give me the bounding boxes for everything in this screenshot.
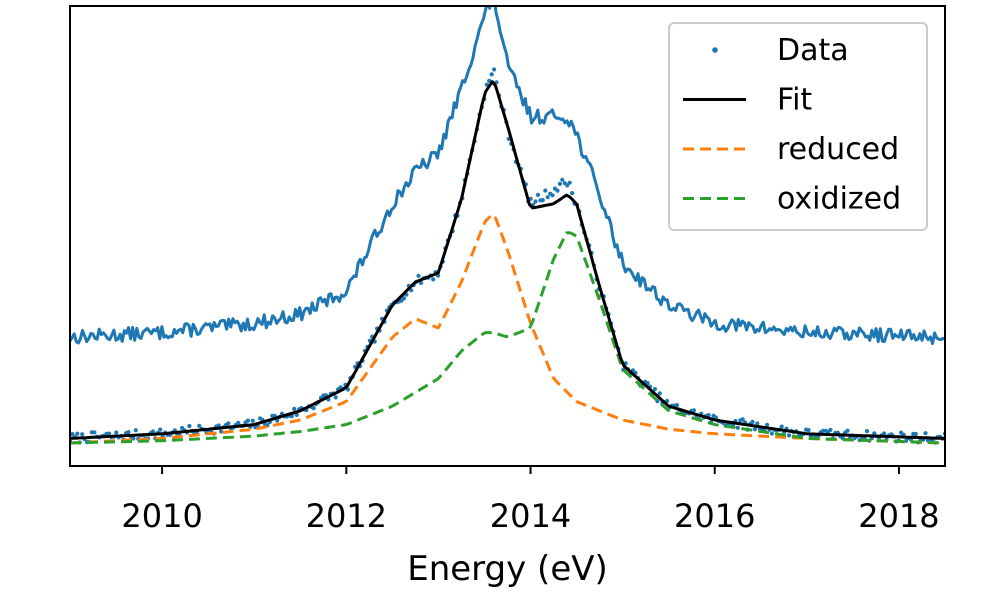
legend: Data Fit reduced oxidized bbox=[668, 22, 928, 231]
data-point bbox=[401, 296, 406, 301]
data-point bbox=[806, 428, 811, 433]
data-point bbox=[779, 424, 784, 429]
data-point bbox=[706, 413, 711, 418]
data-point bbox=[187, 423, 192, 429]
data-point bbox=[750, 419, 755, 424]
data-point bbox=[535, 192, 541, 197]
data-point bbox=[533, 199, 538, 204]
x-tick-label: 2012 bbox=[306, 497, 387, 535]
data-point bbox=[652, 387, 658, 392]
data-point bbox=[289, 414, 294, 419]
data-point bbox=[543, 188, 548, 193]
data-point bbox=[416, 273, 421, 278]
x-tick-label: 2016 bbox=[674, 497, 755, 535]
legend-frame bbox=[668, 22, 928, 231]
data-point bbox=[133, 428, 138, 433]
legend-dot-marker bbox=[712, 47, 718, 53]
x-tick-label: 2014 bbox=[490, 497, 571, 535]
data-point bbox=[755, 421, 760, 426]
plot-area bbox=[70, 6, 945, 445]
data-point bbox=[431, 277, 436, 282]
data-point bbox=[236, 420, 241, 425]
data-point bbox=[735, 425, 740, 430]
series-oxidized-line bbox=[70, 231, 945, 445]
data-point bbox=[845, 428, 850, 433]
data-point bbox=[740, 417, 745, 422]
data-point bbox=[292, 406, 297, 411]
data-point bbox=[114, 430, 119, 435]
data-point bbox=[219, 429, 224, 434]
x-axis-label: Energy (eV) bbox=[407, 549, 608, 589]
data-point bbox=[311, 406, 316, 411]
legend-item-reduced: reduced bbox=[683, 132, 899, 167]
data-point bbox=[540, 198, 545, 203]
legend-item-data: Data bbox=[712, 33, 849, 68]
x-axis: 2010 2012 2014 2016 2018 bbox=[121, 466, 940, 535]
data-point bbox=[557, 181, 563, 186]
data-point bbox=[250, 418, 255, 423]
data-point bbox=[872, 431, 877, 436]
series-fit-line bbox=[70, 80, 945, 440]
legend-label: Data bbox=[777, 33, 849, 68]
data-point bbox=[674, 403, 680, 408]
data-point bbox=[197, 423, 202, 428]
data-point bbox=[545, 195, 550, 200]
data-point bbox=[489, 72, 494, 77]
data-point bbox=[657, 391, 662, 396]
data-point bbox=[567, 180, 572, 185]
data-point bbox=[216, 423, 221, 428]
legend-item-oxidized: oxidized bbox=[683, 182, 901, 217]
data-point bbox=[769, 431, 775, 436]
data-point bbox=[691, 408, 697, 413]
data-point bbox=[418, 280, 424, 285]
x-tick-label: 2010 bbox=[121, 497, 202, 535]
data-point bbox=[882, 431, 887, 436]
data-point bbox=[492, 67, 497, 72]
data-point bbox=[560, 177, 565, 182]
series-raw-spectrum-line bbox=[70, 6, 945, 345]
legend-label: Fit bbox=[777, 83, 812, 118]
data-point bbox=[131, 436, 136, 441]
data-point bbox=[333, 395, 338, 400]
data-point bbox=[765, 422, 770, 427]
x-tick-label: 2018 bbox=[858, 497, 939, 535]
data-point bbox=[294, 412, 299, 417]
legend-label: oxidized bbox=[777, 182, 901, 217]
data-point bbox=[828, 427, 833, 432]
data-point bbox=[864, 429, 870, 434]
legend-label: reduced bbox=[777, 132, 899, 167]
plot-frame bbox=[69, 5, 946, 467]
data-point bbox=[570, 191, 575, 196]
data-point bbox=[80, 432, 85, 437]
data-point bbox=[106, 431, 112, 436]
data-point bbox=[913, 431, 918, 437]
data-point bbox=[645, 381, 650, 386]
data-point bbox=[555, 188, 560, 193]
data-point bbox=[487, 78, 492, 83]
data-point bbox=[126, 430, 131, 435]
data-point bbox=[923, 431, 928, 436]
data-point bbox=[150, 429, 155, 434]
data-point bbox=[565, 183, 570, 188]
legend-item-fit: Fit bbox=[683, 83, 812, 118]
data-point bbox=[92, 430, 97, 435]
data-point bbox=[158, 427, 163, 432]
data-point bbox=[752, 427, 758, 432]
data-point bbox=[786, 433, 792, 438]
data-point bbox=[550, 193, 555, 198]
data-point bbox=[245, 418, 250, 423]
data-point bbox=[75, 431, 80, 436]
data-point bbox=[70, 432, 75, 437]
data-point bbox=[226, 421, 231, 426]
